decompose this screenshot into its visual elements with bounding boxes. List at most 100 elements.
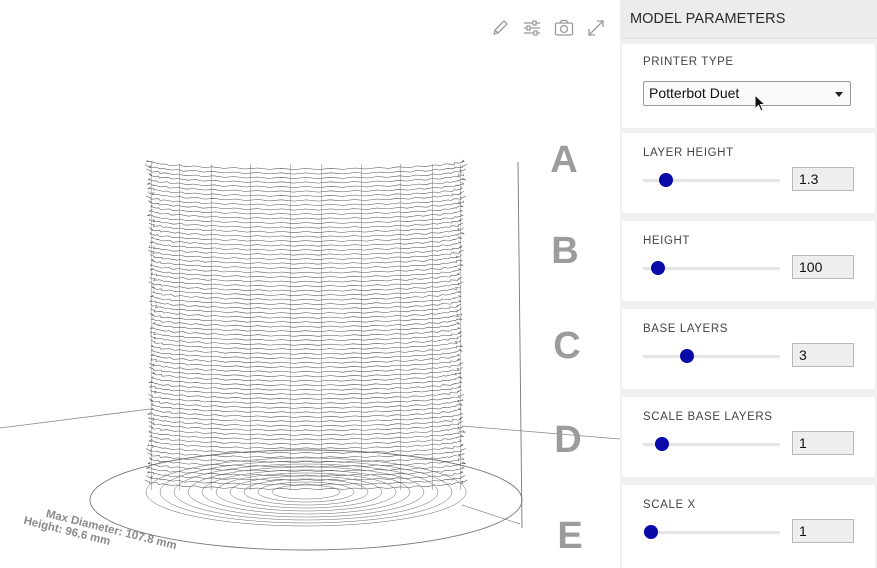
vase-layer-line <box>147 452 465 463</box>
param-card-scale-x: SCALE X 1 <box>622 485 875 568</box>
fullscreen-button[interactable] <box>584 16 608 40</box>
base-layers-label: BASE LAYERS <box>643 323 729 335</box>
scale-base-layers-label: SCALE BASE LAYERS <box>643 411 773 423</box>
vase-layer-line <box>147 461 466 472</box>
vase-base-ring <box>271 484 341 500</box>
layer-height-slider[interactable] <box>643 173 780 187</box>
vase-layer-line <box>149 218 463 229</box>
scale-base-layers-slider[interactable] <box>643 437 780 451</box>
scale-x-slider[interactable] <box>643 525 780 539</box>
vase-layer-line <box>148 430 466 441</box>
base-layers-input[interactable]: 3 <box>792 343 854 367</box>
vase-layer-line <box>150 236 463 247</box>
height-slider[interactable] <box>643 261 780 275</box>
scale-x-input[interactable]: 1 <box>792 519 854 543</box>
height-marker-c: C <box>553 325 580 367</box>
param-card-height: HEIGHT 100 <box>622 221 875 301</box>
vase-layer-line <box>149 457 465 468</box>
screenshot-button[interactable] <box>552 16 576 40</box>
vase-layer-line <box>152 290 462 301</box>
vase-layer-line <box>150 358 461 369</box>
vase-layer-line <box>149 267 461 278</box>
vase-layer-line <box>148 173 465 184</box>
build-plate-ellipse <box>89 449 523 551</box>
vase-layer-line <box>152 371 462 382</box>
vase-layer-line <box>148 385 462 396</box>
vase-layer-line <box>149 434 464 445</box>
model-preview-canvas[interactable]: A B C D E Max Diameter: 107.8 mm Height:… <box>0 0 620 568</box>
height-markers: A B C D E <box>550 139 582 557</box>
height-marker-a: A <box>550 139 577 181</box>
height-input[interactable]: 100 <box>792 255 854 279</box>
param-card-base-layers: BASE LAYERS 3 <box>622 309 875 389</box>
vase-layer-line <box>148 200 464 211</box>
vase-layer-line <box>147 213 464 224</box>
vase-layer-line <box>148 421 464 432</box>
ground-axis-line <box>461 425 620 440</box>
vase-layer-line <box>148 245 463 256</box>
slider-thumb[interactable] <box>679 349 694 363</box>
vase-layer-line <box>148 439 462 450</box>
slider-thumb[interactable] <box>651 261 666 275</box>
slider-thumb[interactable] <box>659 173 674 187</box>
vase-layer-line <box>149 335 463 346</box>
vase-layer-line <box>148 191 464 202</box>
printer-type-card: PRINTER TYPE Potterbot Duet <box>622 44 875 128</box>
vase-base-ring <box>159 460 453 524</box>
edit-button[interactable] <box>488 16 512 40</box>
vase-layer-line <box>151 285 462 297</box>
vase-model <box>144 159 468 527</box>
vase-layer-line <box>148 177 466 188</box>
vase-layer-line <box>150 263 464 274</box>
model-parameters-panel: MODEL PARAMETERS PRINTER TYPE Potterbot … <box>620 0 877 568</box>
vase-layer-line <box>151 303 461 315</box>
scale-base-layers-input[interactable]: 1 <box>792 431 854 455</box>
vase-layer-line <box>149 240 461 251</box>
slider-thumb[interactable] <box>655 437 670 451</box>
ground-axis-line <box>461 504 521 525</box>
vase-layer-line <box>148 281 464 292</box>
vase-base-ring <box>187 466 425 518</box>
chevron-down-icon <box>835 92 843 97</box>
vase-layer-line <box>146 470 464 481</box>
sliders-icon <box>524 20 540 36</box>
vase-layer-line <box>152 322 461 333</box>
dimension-label: Max Diameter: 107.8 mm Height: 96.6 mm <box>22 508 177 552</box>
vase-layer-line <box>150 344 464 355</box>
vase-layer-line <box>148 249 464 260</box>
printer-type-select[interactable]: Potterbot Duet <box>643 81 851 106</box>
vase-layer-line <box>148 398 464 409</box>
3d-viewport[interactable]: A B C D E Max Diameter: 107.8 mm Height:… <box>0 0 620 568</box>
vase-layer-line <box>149 231 465 242</box>
vase-layer-line <box>148 416 464 427</box>
pencil-icon <box>493 20 508 35</box>
layer-height-label: LAYER HEIGHT <box>643 147 734 159</box>
base-layers-slider[interactable] <box>643 349 780 363</box>
vase-base-ring <box>257 481 355 503</box>
settings-button[interactable] <box>520 16 544 40</box>
panel-title: MODEL PARAMETERS <box>620 0 877 39</box>
vase-layer-line <box>147 412 463 423</box>
vase-layer-line <box>148 227 464 238</box>
vase-layer-line <box>151 403 463 414</box>
layer-height-input[interactable]: 1.3 <box>792 167 854 191</box>
vase-layer-line <box>151 317 463 328</box>
ground-axis-line <box>0 408 151 429</box>
height-axis-line <box>517 161 523 529</box>
vase-layer-line <box>146 159 465 170</box>
vase-layer-line <box>150 272 460 283</box>
vase-layer-line <box>147 186 463 197</box>
vase-layer-line <box>150 389 462 400</box>
vase-layer-line <box>149 308 463 319</box>
vase-layer-line <box>149 331 462 342</box>
slider-thumb[interactable] <box>644 525 659 539</box>
vase-layer-line <box>148 209 463 220</box>
height-marker-d: D <box>554 419 581 461</box>
vase-layer-line <box>150 407 462 418</box>
vase-base-ring <box>229 475 383 509</box>
vase-layer-line <box>148 222 464 233</box>
vase-layer-line <box>149 294 462 306</box>
mouse-cursor-icon <box>754 94 767 112</box>
vase-base-ring <box>145 457 467 527</box>
vase-base-ring <box>243 478 369 506</box>
